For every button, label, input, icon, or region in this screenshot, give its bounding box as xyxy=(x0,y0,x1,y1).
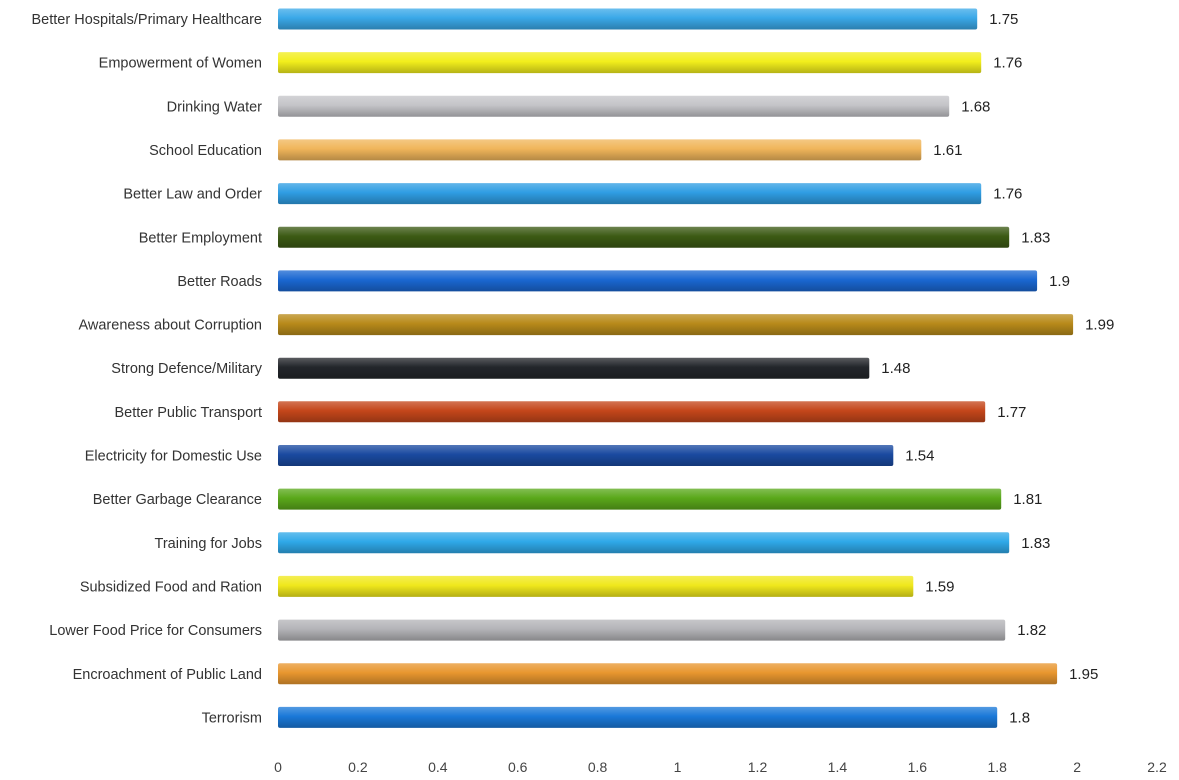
x-tick-label: 0 xyxy=(274,759,282,775)
bar xyxy=(278,357,870,379)
bar xyxy=(278,488,1002,510)
category-label: School Education xyxy=(149,143,262,159)
x-tick-label: 0.4 xyxy=(428,759,448,775)
category-labels: Better Hospitals/Primary Healthcare Empow… xyxy=(32,12,263,726)
bar xyxy=(278,532,1010,554)
category-label: Better Public Transport xyxy=(115,405,263,421)
value-label: 1.54 xyxy=(905,448,934,465)
value-label: 1.82 xyxy=(1017,622,1046,639)
category-label: Strong Defence/Military xyxy=(111,361,262,377)
bars-layer xyxy=(278,8,1074,728)
value-labels: 1.75 1.76 1.68 1.61 1.76 1.83 1.9 1.99 1.48 1.77 1… xyxy=(881,11,1114,726)
x-tick-label: 1.8 xyxy=(987,759,1007,775)
bar xyxy=(278,575,914,597)
value-label: 1.76 xyxy=(993,55,1022,72)
x-tick-label: 1.2 xyxy=(748,759,768,775)
category-label: Terrorism xyxy=(202,710,262,726)
value-label: 1.48 xyxy=(881,360,910,377)
value-label: 1.9 xyxy=(1049,273,1070,290)
x-tick-label: 0.2 xyxy=(348,759,368,775)
bar xyxy=(278,619,1006,641)
value-label: 1.99 xyxy=(1085,317,1114,334)
value-label: 1.95 xyxy=(1069,666,1098,683)
category-label: Empowerment of Women xyxy=(99,56,262,72)
bar xyxy=(278,663,1058,685)
x-axis-ticks: 0 0.2 0.4 0.6 0.8 1 1.2 1.4 1.6 1.8 2 2.2 xyxy=(274,759,1167,775)
category-label: Electricity for Domestic Use xyxy=(85,449,262,465)
category-label: Better Hospitals/Primary Healthcare xyxy=(32,12,262,28)
bar xyxy=(278,401,986,423)
category-label: Better Law and Order xyxy=(123,187,262,203)
bar xyxy=(278,314,1074,336)
value-label: 1.83 xyxy=(1021,535,1050,552)
category-label: Training for Jobs xyxy=(155,536,262,552)
value-label: 1.81 xyxy=(1013,491,1042,508)
x-tick-label: 0.6 xyxy=(508,759,528,775)
bar xyxy=(278,226,1010,248)
x-tick-label: 0.8 xyxy=(588,759,608,775)
value-label: 1.83 xyxy=(1021,229,1050,246)
bar xyxy=(278,706,998,728)
value-label: 1.75 xyxy=(989,11,1018,28)
category-label: Better Employment xyxy=(139,230,262,246)
x-tick-label: 2.2 xyxy=(1147,759,1167,775)
category-label: Awareness about Corruption xyxy=(78,318,262,334)
x-tick-label: 1.6 xyxy=(908,759,928,775)
x-tick-label: 1 xyxy=(674,759,682,775)
x-tick-label: 1.4 xyxy=(828,759,848,775)
category-label: Encroachment of Public Land xyxy=(73,667,262,683)
category-label: Better Roads xyxy=(177,274,262,290)
bar xyxy=(278,183,982,205)
category-label: Drinking Water xyxy=(167,99,263,115)
value-label: 1.61 xyxy=(933,142,962,159)
bar xyxy=(278,139,922,161)
bar xyxy=(278,270,1038,292)
category-label: Lower Food Price for Consumers xyxy=(49,623,262,639)
bar xyxy=(278,445,894,466)
category-label: Subsidized Food and Ration xyxy=(80,579,262,595)
category-label: Better Garbage Clearance xyxy=(93,492,262,508)
value-label: 1.77 xyxy=(997,404,1026,421)
value-label: 1.8 xyxy=(1009,709,1030,726)
bar xyxy=(278,8,978,30)
bar xyxy=(278,95,950,117)
x-tick-label: 2 xyxy=(1073,759,1081,775)
value-label: 1.59 xyxy=(925,578,954,595)
value-label: 1.76 xyxy=(993,186,1022,203)
value-label: 1.68 xyxy=(961,98,990,115)
bar xyxy=(278,52,982,74)
